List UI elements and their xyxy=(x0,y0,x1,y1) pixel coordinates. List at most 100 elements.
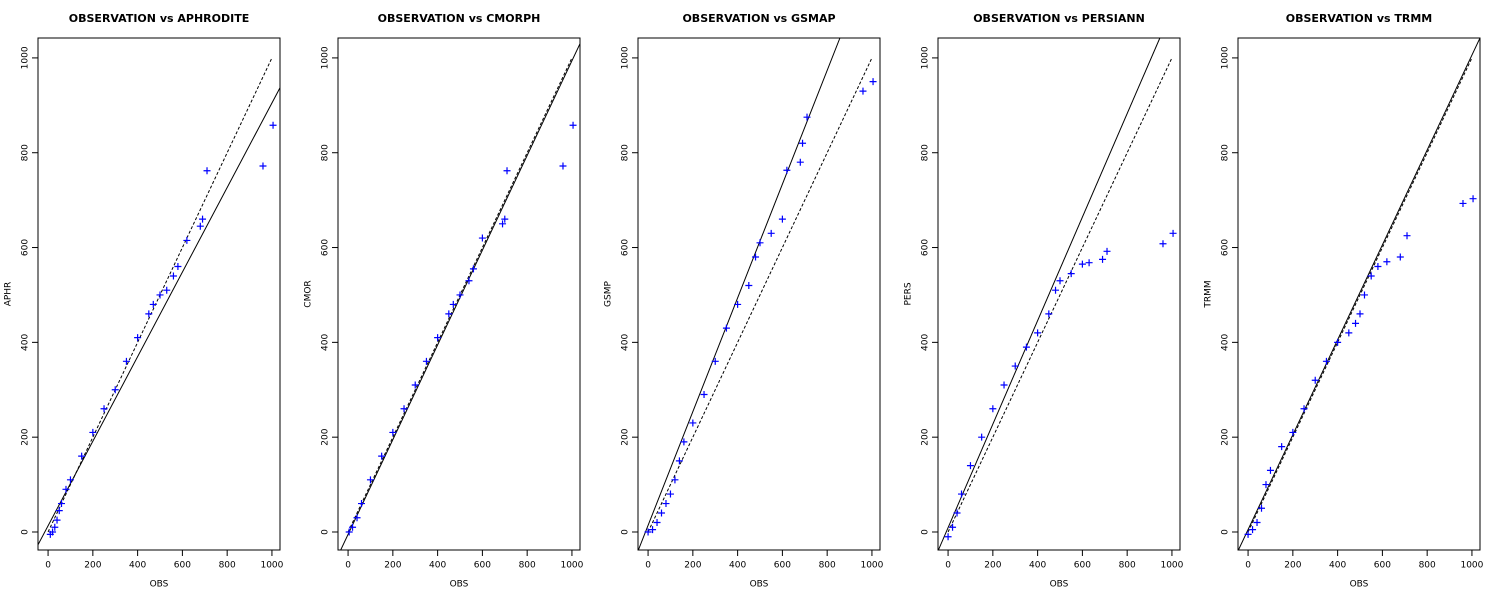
point xyxy=(1322,357,1330,365)
point xyxy=(465,277,473,285)
point xyxy=(1045,310,1053,318)
point xyxy=(1159,240,1167,248)
y-axis-label: GSMP xyxy=(604,280,614,306)
point xyxy=(783,166,791,174)
point xyxy=(1000,381,1008,389)
point xyxy=(100,405,108,413)
x-tick-label: 1000 xyxy=(1160,561,1183,571)
y-tick-label: 600 xyxy=(921,239,931,256)
reference-line xyxy=(340,43,580,550)
y-tick-label: 1000 xyxy=(921,46,931,69)
point xyxy=(78,452,86,460)
y-axis-label: APHR xyxy=(4,282,14,307)
x-tick-label: 400 xyxy=(1329,561,1346,571)
point xyxy=(149,300,157,308)
y-tick-label: 0 xyxy=(1221,529,1231,535)
plot-frame xyxy=(37,37,281,551)
panel-title: OBSERVATION vs GSMAP xyxy=(682,12,835,25)
plot-area xyxy=(638,38,877,550)
y-tick-label: 400 xyxy=(1221,333,1231,350)
point xyxy=(559,162,567,170)
point xyxy=(859,87,867,95)
point xyxy=(944,533,952,541)
y-axis-label: CMOR xyxy=(304,280,314,307)
point xyxy=(1278,443,1286,451)
point xyxy=(445,310,453,318)
x-tick-label: 200 xyxy=(384,561,401,571)
panel: OBSERVATION vs PERSIANN OBS PERS 0 200 400 600… xyxy=(904,12,1184,590)
plot-frame xyxy=(937,37,1181,551)
plot-area xyxy=(1238,38,1480,550)
point xyxy=(1056,277,1064,285)
point xyxy=(259,162,267,170)
point xyxy=(358,500,366,508)
point xyxy=(796,158,804,166)
x-tick-label: 400 xyxy=(129,561,146,571)
point xyxy=(1360,291,1368,299)
point xyxy=(196,222,204,230)
plot-frame xyxy=(1237,37,1481,551)
point xyxy=(649,526,657,534)
point xyxy=(1289,428,1297,436)
panel: OBSERVATION vs APHRODITE OBS APHR 0 200 400 60… xyxy=(4,12,284,590)
reference-line xyxy=(1238,38,1480,550)
x-tick-label: 1000 xyxy=(560,561,583,571)
point xyxy=(469,265,477,273)
reference-line xyxy=(938,38,1161,550)
point xyxy=(183,236,191,244)
y-tick-label: 200 xyxy=(921,428,931,445)
point xyxy=(680,438,688,446)
point xyxy=(734,300,742,308)
point xyxy=(1403,232,1411,240)
x-tick-label: 0 xyxy=(345,561,351,571)
x-tick-label: 200 xyxy=(984,561,1001,571)
x-tick-label: 800 xyxy=(519,561,536,571)
point xyxy=(174,263,182,271)
point xyxy=(389,428,397,436)
x-axis-label: OBS xyxy=(150,580,169,590)
point xyxy=(671,476,679,484)
x-tick-label: 800 xyxy=(819,561,836,571)
x-tick-label: 0 xyxy=(645,561,651,571)
point xyxy=(1022,343,1030,351)
y-tick-label: 400 xyxy=(921,333,931,350)
point xyxy=(722,324,730,332)
x-tick-label: 200 xyxy=(684,561,701,571)
point xyxy=(1262,481,1270,489)
point xyxy=(366,476,374,484)
point xyxy=(349,523,357,531)
point xyxy=(134,334,142,342)
panel-title: OBSERVATION vs APHRODITE xyxy=(69,12,249,25)
point xyxy=(434,334,442,342)
point xyxy=(1469,195,1477,203)
point xyxy=(953,509,961,517)
point xyxy=(163,286,171,294)
x-axis-label: OBS xyxy=(1350,580,1369,590)
point xyxy=(1253,519,1261,527)
point xyxy=(1300,405,1308,413)
point xyxy=(58,500,66,508)
x-tick-label: 400 xyxy=(729,561,746,571)
point xyxy=(49,528,57,536)
point xyxy=(767,229,775,237)
point xyxy=(756,239,764,247)
y-tick-label: 0 xyxy=(921,529,931,535)
y-tick-label: 400 xyxy=(621,333,631,350)
point xyxy=(422,357,430,365)
point xyxy=(199,215,207,223)
x-tick-label: 800 xyxy=(1119,561,1136,571)
point xyxy=(449,300,457,308)
point xyxy=(503,167,511,175)
point xyxy=(949,523,957,531)
point xyxy=(666,490,674,498)
y-tick-label: 200 xyxy=(621,428,631,445)
x-tick-label: 600 xyxy=(174,561,191,571)
x-axis-label: OBS xyxy=(1050,580,1069,590)
plot-area xyxy=(938,38,1177,550)
y-tick-label: 1000 xyxy=(621,46,631,69)
point xyxy=(62,485,70,493)
point xyxy=(1352,319,1360,327)
x-tick-label: 600 xyxy=(1374,561,1391,571)
